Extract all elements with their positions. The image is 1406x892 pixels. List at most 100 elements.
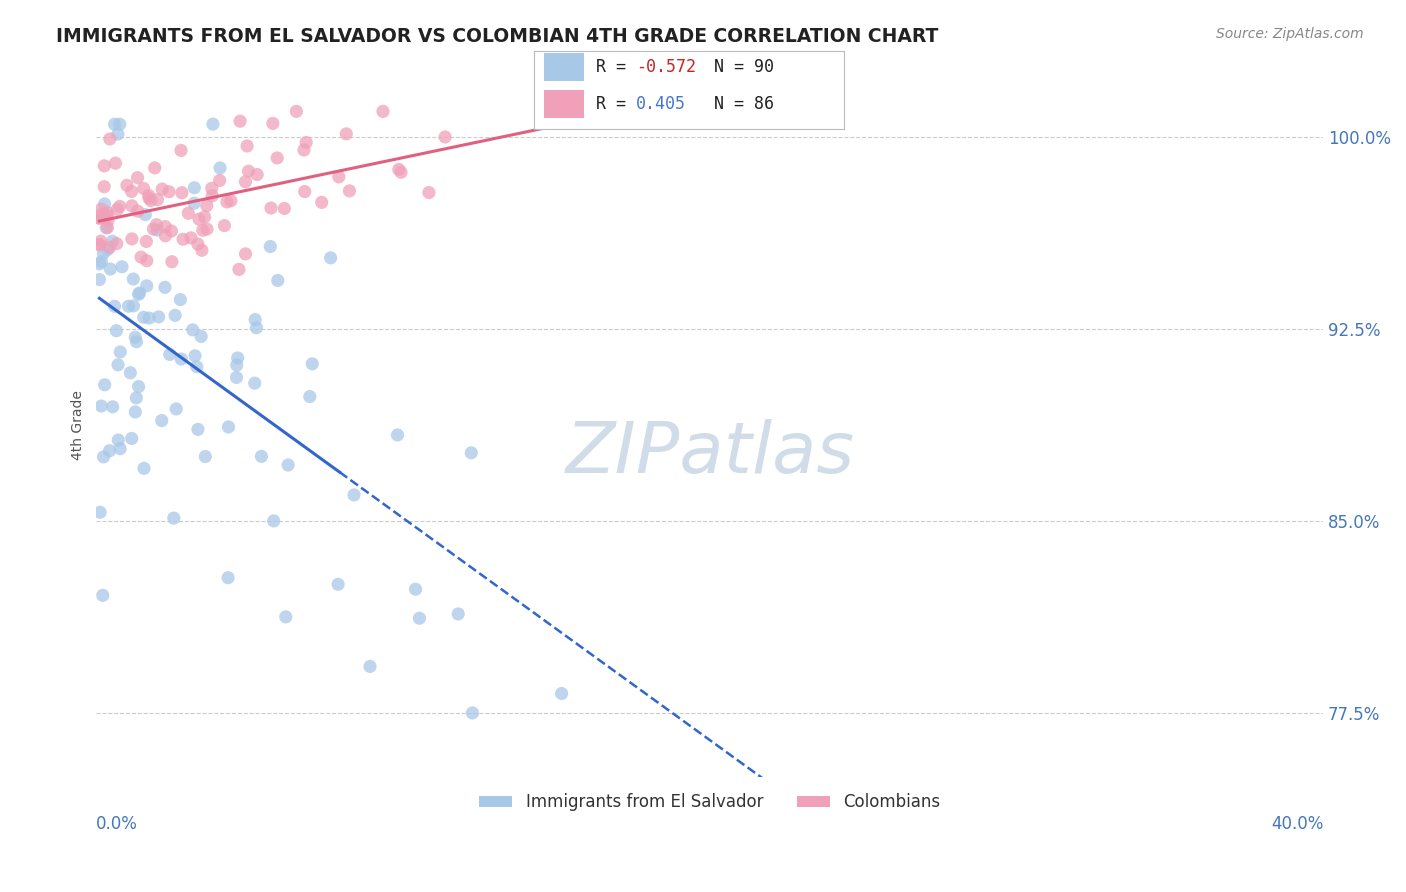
Point: [225, 358, 247, 372]
Point: [262, 116, 284, 130]
Point: [97, 206, 120, 220]
Point: [93, 246, 115, 260]
Point: [89, 272, 111, 286]
Point: [110, 345, 132, 359]
Text: 40.0%: 40.0%: [1271, 815, 1323, 833]
Point: [90, 202, 112, 216]
Point: [201, 117, 224, 131]
Point: [260, 201, 283, 215]
Point: [121, 232, 143, 246]
Point: [165, 401, 187, 416]
Point: [294, 185, 316, 199]
Point: [125, 334, 148, 349]
Point: [107, 433, 129, 447]
Point: [96, 243, 118, 257]
Point: [195, 222, 218, 236]
Point: [190, 329, 212, 343]
Point: [194, 450, 217, 464]
Point: [267, 273, 290, 287]
Point: [274, 610, 297, 624]
Point: [150, 414, 173, 428]
Point: [90, 399, 112, 413]
Point: [93, 450, 115, 464]
Point: [96, 220, 118, 235]
Text: IMMIGRANTS FROM EL SALVADOR VS COLOMBIAN 4TH GRADE CORRELATION CHART: IMMIGRANTS FROM EL SALVADOR VS COLOMBIAN…: [56, 27, 939, 45]
Point: [311, 195, 333, 210]
Point: [218, 420, 240, 434]
Point: [209, 161, 232, 175]
Text: R =: R =: [596, 95, 636, 113]
Point: [127, 204, 149, 219]
Text: R =: R =: [596, 58, 636, 77]
Point: [170, 144, 193, 158]
Point: [145, 218, 167, 232]
Point: [163, 511, 186, 525]
Point: [335, 127, 357, 141]
Point: [90, 208, 112, 222]
Point: [201, 188, 224, 202]
Point: [104, 156, 127, 170]
Point: [208, 173, 231, 187]
Point: [91, 588, 114, 602]
Point: [259, 239, 281, 253]
Point: [343, 488, 366, 502]
Point: [181, 323, 204, 337]
Text: 0.0%: 0.0%: [97, 815, 138, 833]
Point: [180, 231, 202, 245]
Point: [236, 139, 259, 153]
Point: [135, 253, 157, 268]
Point: [319, 251, 342, 265]
Bar: [544, 90, 583, 118]
Point: [191, 244, 214, 258]
Point: [169, 293, 191, 307]
Point: [132, 181, 155, 195]
Point: [266, 151, 288, 165]
Text: N = 90: N = 90: [714, 58, 773, 77]
Point: [122, 299, 145, 313]
Point: [103, 299, 125, 313]
Point: [408, 611, 430, 625]
Point: [243, 312, 266, 326]
Point: [124, 330, 146, 344]
Point: [228, 262, 250, 277]
Point: [127, 170, 149, 185]
Point: [292, 143, 315, 157]
Point: [101, 400, 124, 414]
Point: [93, 179, 115, 194]
Point: [160, 224, 183, 238]
Point: [225, 370, 247, 384]
Text: 0.405: 0.405: [637, 95, 686, 113]
Text: ZIPatlas: ZIPatlas: [565, 418, 855, 488]
Point: [187, 422, 209, 436]
Point: [138, 188, 160, 202]
Point: [129, 250, 152, 264]
Point: [108, 199, 131, 213]
Point: [124, 405, 146, 419]
Point: [155, 219, 177, 234]
Point: [132, 461, 155, 475]
Point: [138, 311, 160, 326]
Point: [172, 232, 194, 246]
Point: [177, 206, 200, 220]
Point: [387, 428, 409, 442]
Point: [263, 514, 285, 528]
Point: [389, 165, 412, 179]
Legend: Immigrants from El Salvador, Colombians: Immigrants from El Salvador, Colombians: [472, 787, 948, 818]
Point: [125, 391, 148, 405]
Point: [89, 211, 111, 225]
Point: [108, 442, 131, 456]
Point: [188, 212, 211, 227]
Point: [89, 237, 111, 252]
Point: [359, 659, 381, 673]
Text: N = 86: N = 86: [714, 95, 773, 113]
Point: [105, 324, 128, 338]
Point: [418, 186, 440, 200]
Point: [155, 228, 177, 243]
Point: [90, 234, 112, 248]
Point: [107, 127, 129, 141]
Point: [238, 164, 260, 178]
Point: [89, 257, 111, 271]
Point: [148, 310, 170, 324]
Point: [191, 223, 214, 237]
Point: [183, 180, 205, 194]
